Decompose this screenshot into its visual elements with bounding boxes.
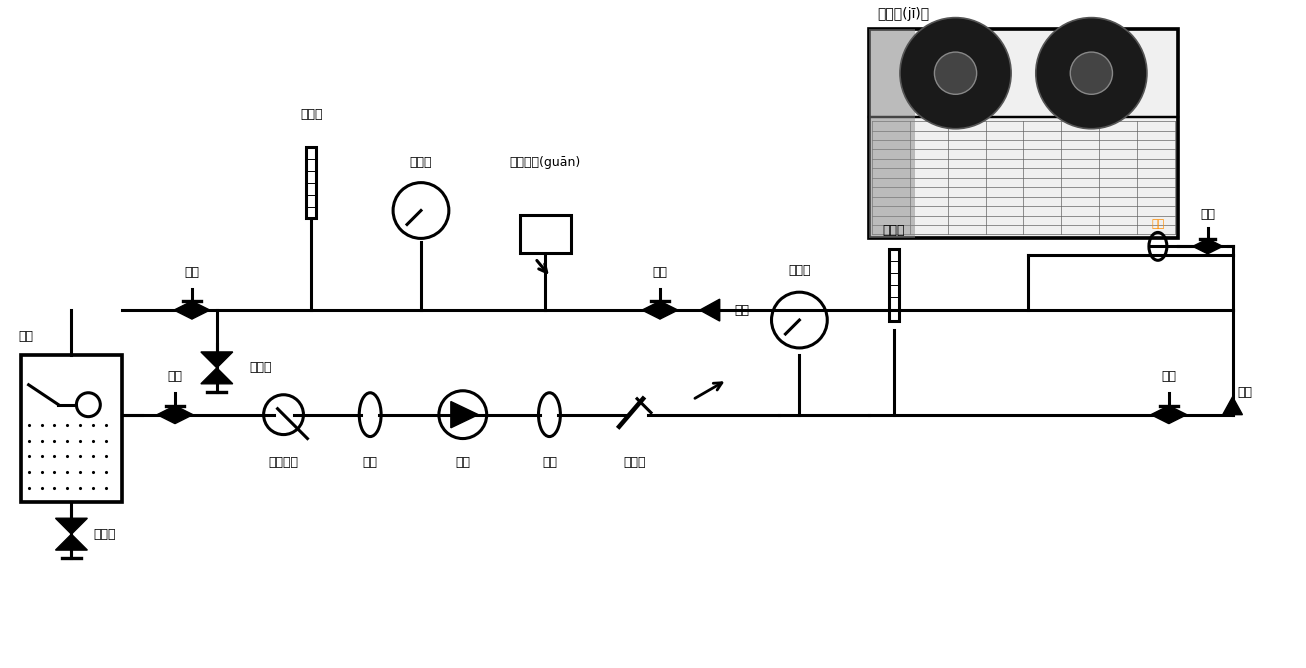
Polygon shape — [157, 405, 175, 424]
Text: 水泵: 水泵 — [456, 456, 470, 469]
Polygon shape — [1208, 239, 1222, 254]
Text: 水箱: 水箱 — [18, 331, 34, 343]
Polygon shape — [1222, 397, 1242, 415]
Polygon shape — [451, 401, 478, 428]
Text: 溫度計: 溫度計 — [300, 108, 323, 122]
Polygon shape — [700, 299, 720, 321]
Text: 軟接: 軟接 — [363, 456, 377, 469]
Text: 壓力表: 壓力表 — [788, 264, 811, 277]
Polygon shape — [175, 405, 193, 424]
Text: 閥門: 閥門 — [653, 266, 667, 279]
Polygon shape — [201, 352, 232, 368]
Bar — [868, 29, 916, 238]
Text: 閥門: 閥門 — [1161, 370, 1177, 383]
Polygon shape — [1151, 405, 1169, 424]
Text: 排污閥: 排污閥 — [93, 528, 116, 540]
Bar — [21, 355, 123, 502]
Polygon shape — [660, 301, 678, 319]
Polygon shape — [192, 301, 210, 319]
Text: 水過濾器: 水過濾器 — [269, 456, 299, 469]
Circle shape — [1036, 17, 1147, 129]
Circle shape — [934, 52, 977, 94]
Polygon shape — [1169, 405, 1187, 424]
Text: 溫度計: 溫度計 — [883, 224, 905, 237]
Circle shape — [900, 17, 1011, 129]
Polygon shape — [1192, 239, 1208, 254]
Text: 冷水機(jī)組: 冷水機(jī)組 — [878, 7, 929, 21]
Polygon shape — [55, 534, 88, 550]
Text: 閥門: 閥門 — [1200, 208, 1215, 221]
Text: 回水: 回水 — [1238, 386, 1252, 399]
Polygon shape — [201, 368, 232, 384]
Text: 壓力表: 壓力表 — [410, 156, 432, 169]
Text: 流量開關(guān): 流量開關(guān) — [509, 156, 581, 169]
Circle shape — [1070, 52, 1113, 94]
Bar — [868, 29, 1178, 238]
Bar — [307, 147, 316, 218]
Polygon shape — [643, 301, 660, 319]
Text: 排污閥: 排污閥 — [249, 361, 272, 374]
Text: 閥門: 閥門 — [184, 266, 200, 279]
Bar — [520, 216, 571, 253]
Text: 軟接: 軟接 — [542, 456, 556, 469]
Text: 止回閥: 止回閥 — [624, 456, 646, 469]
Text: 閥門: 閥門 — [167, 370, 183, 383]
Text: 軟接: 軟接 — [1152, 220, 1165, 229]
Polygon shape — [55, 518, 88, 534]
Polygon shape — [174, 301, 192, 319]
Text: 供水: 供水 — [735, 303, 750, 317]
Bar — [889, 249, 899, 321]
